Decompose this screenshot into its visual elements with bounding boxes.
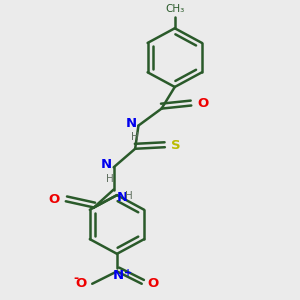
- Text: O: O: [49, 193, 60, 206]
- Text: N: N: [101, 158, 112, 171]
- Text: O: O: [197, 98, 208, 110]
- Text: +: +: [124, 268, 132, 278]
- Text: O: O: [75, 277, 86, 290]
- Text: H: H: [125, 191, 133, 201]
- Text: N: N: [117, 191, 128, 204]
- Text: H: H: [130, 132, 138, 142]
- Text: O: O: [148, 277, 159, 290]
- Text: N: N: [112, 268, 124, 282]
- Text: -: -: [74, 272, 79, 285]
- Text: S: S: [171, 139, 180, 152]
- Text: H: H: [106, 174, 113, 184]
- Text: N: N: [126, 117, 137, 130]
- Text: CH₃: CH₃: [165, 4, 184, 14]
